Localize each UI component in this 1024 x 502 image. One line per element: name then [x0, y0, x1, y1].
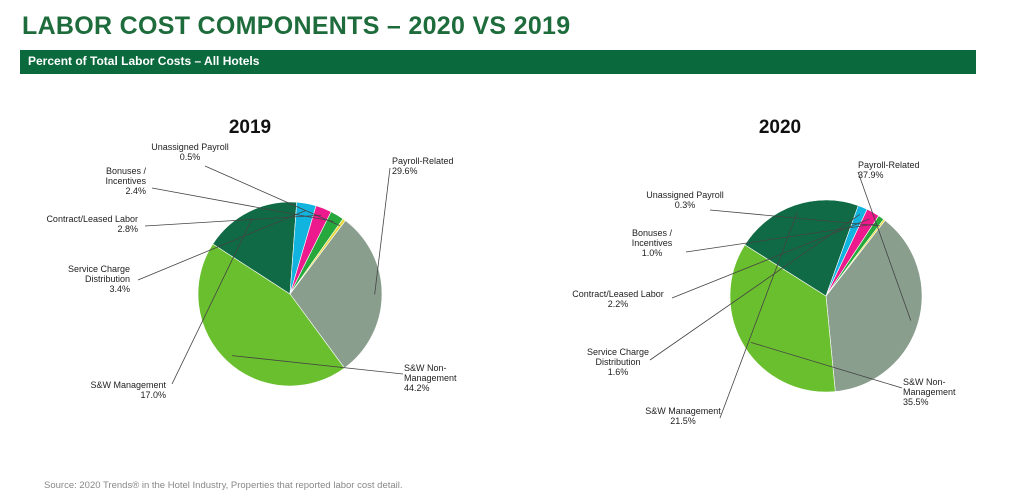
leader-line-2020-payroll-related: [857, 171, 912, 321]
page-title: LABOR COST COMPONENTS – 2020 VS 2019: [22, 12, 571, 40]
leader-line-2020-s-w-management: [719, 212, 798, 419]
data-label-2019-unassigned-payroll: Unassigned Payroll 0.5%: [151, 142, 229, 162]
pie-slice-2020-unassigned-payroll: [825, 218, 886, 297]
leader-line-2019-bonuses-incentives: [151, 187, 334, 222]
data-label-2020-payroll-related: Payroll-Related 37.9%: [858, 160, 920, 180]
data-label-2020-s-w-management: S&W Management 21.5%: [645, 406, 721, 426]
leader-line-2019-contract-leased-labor: [144, 214, 322, 227]
pie-slice-2019-s-w-non-management: [197, 243, 345, 387]
chart-title-2019: 2019: [229, 117, 271, 138]
pie-slice-2020-payroll-related: [825, 219, 923, 392]
data-label-2019-bonuses-incentives: Bonuses / Incentives 2.4%: [105, 166, 146, 196]
leader-line-2020-unassigned-payroll: [709, 209, 880, 227]
chart-title-2020: 2020: [759, 117, 801, 138]
data-label-2020-unassigned-payroll: Unassigned Payroll 0.3%: [646, 190, 724, 210]
data-label-2020-bonuses-incentives: Bonuses / Incentives 1.0%: [632, 228, 673, 258]
data-label-2019-contract-leased-labor: Contract/Leased Labor 2.8%: [46, 214, 138, 234]
leader-line-2020-s-w-non-management: [750, 341, 903, 389]
page-subtitle: Percent of Total Labor Costs – All Hotel…: [28, 54, 260, 68]
subtitle-bar: Percent of Total Labor Costs – All Hotel…: [20, 50, 976, 74]
pie-chart-2019: 2019 Payroll-Related 29.6% S&W Non-Managem…: [46, 117, 457, 400]
data-label-2019-s-w-management: S&W Management 17.0%: [90, 380, 166, 400]
leader-line-2019-s-w-management: [171, 218, 253, 385]
leader-line-2019-s-w-non-management: [231, 355, 404, 375]
pie-slice-2019-s-w-management: [212, 201, 298, 295]
leader-line-2019-service-charge-distribution: [137, 210, 306, 281]
source-note: Source: 2020 Trends® in the Hotel Indust…: [44, 480, 403, 491]
data-label-2019-service-charge-distribution: Service Charge Distribution 3.4%: [68, 264, 130, 294]
pie-chart-2020: 2020 Payroll-Related 37.9% S&W Non-Managem…: [572, 117, 956, 426]
leader-line-2020-service-charge-distribution: [649, 214, 861, 361]
leader-line-2020-bonuses-incentives: [685, 223, 877, 253]
data-label-2020-contract-leased-labor: Contract/Leased Labor 2.2%: [572, 289, 664, 309]
leader-line-2019-unassigned-payroll: [204, 165, 341, 226]
pie-slice-2020-s-w-non-management: [729, 244, 836, 393]
pie-slice-2019-payroll-related: [289, 220, 383, 369]
leader-line-2019-payroll-related: [374, 167, 391, 295]
leader-line-2020-contract-leased-labor: [671, 218, 870, 299]
data-label-2020-s-w-non-management: S&W Non-Management 35.5%: [903, 377, 956, 407]
pie-slice-2020-s-w-management: [744, 199, 859, 297]
data-label-2019-payroll-related: Payroll-Related 29.6%: [392, 156, 454, 176]
pie-slice-2019-unassigned-payroll: [289, 218, 346, 295]
data-label-2019-s-w-non-management: S&W Non-Management 44.2%: [404, 363, 457, 393]
data-label-2020-service-charge-distribution: Service Charge Distribution 1.6%: [587, 347, 649, 377]
